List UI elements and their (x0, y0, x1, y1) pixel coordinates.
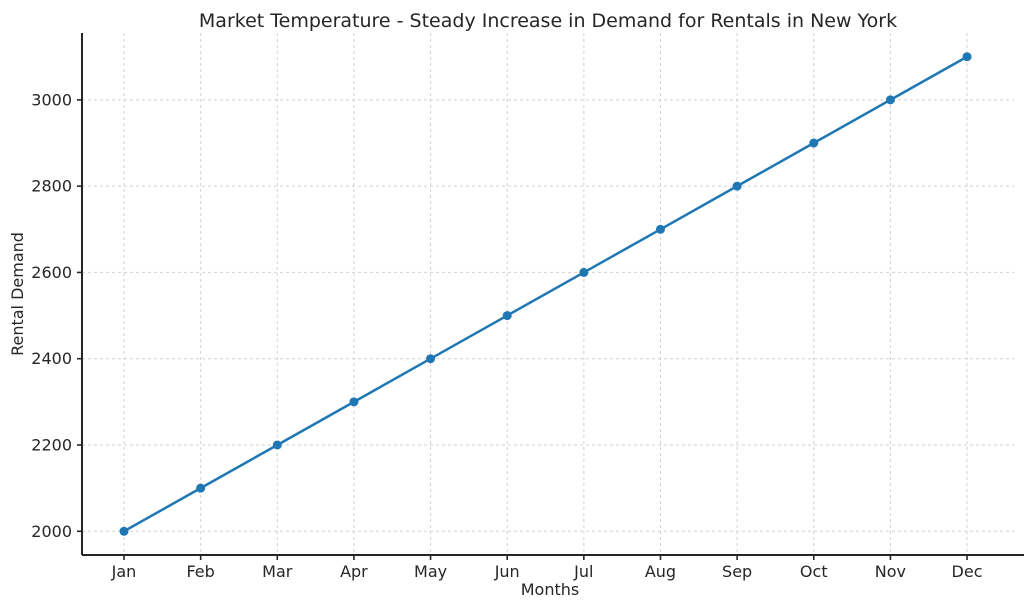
data-point (579, 267, 589, 277)
x-tick-label: May (414, 562, 447, 581)
x-tick-label: Jul (573, 562, 593, 581)
y-axis-label: Rental Demand (8, 232, 27, 356)
x-tick-label: Nov (875, 562, 906, 581)
y-tick-label: 2200 (31, 435, 72, 454)
y-tick-label: 2400 (31, 349, 72, 368)
x-tick-label: Jun (494, 562, 520, 581)
data-point (426, 354, 436, 364)
data-point (272, 440, 282, 450)
data-point (655, 224, 665, 234)
x-tick-label: Apr (340, 562, 368, 581)
data-point (809, 138, 819, 148)
x-tick-label: Jan (111, 562, 137, 581)
y-tick-label: 2600 (31, 263, 72, 282)
data-point (885, 95, 895, 105)
y-tick-label: 2800 (31, 177, 72, 196)
x-tick-label: Feb (186, 562, 214, 581)
x-tick-label: Sep (722, 562, 752, 581)
data-point (502, 311, 512, 321)
y-tick-label: 3000 (31, 90, 72, 109)
data-point (732, 181, 742, 191)
x-axis-label: Months (521, 580, 579, 599)
y-tick-label: 2000 (31, 522, 72, 541)
chart-title: Market Temperature - Steady Increase in … (199, 10, 897, 32)
x-tick-label: Mar (262, 562, 293, 581)
x-tick-label: Oct (800, 562, 828, 581)
x-tick-label: Aug (645, 562, 676, 581)
data-line (122, 55, 969, 533)
data-point (962, 52, 972, 62)
data-point (196, 483, 206, 493)
data-point (119, 526, 129, 536)
data-point (349, 397, 359, 407)
x-tick-label: Dec (952, 562, 983, 581)
